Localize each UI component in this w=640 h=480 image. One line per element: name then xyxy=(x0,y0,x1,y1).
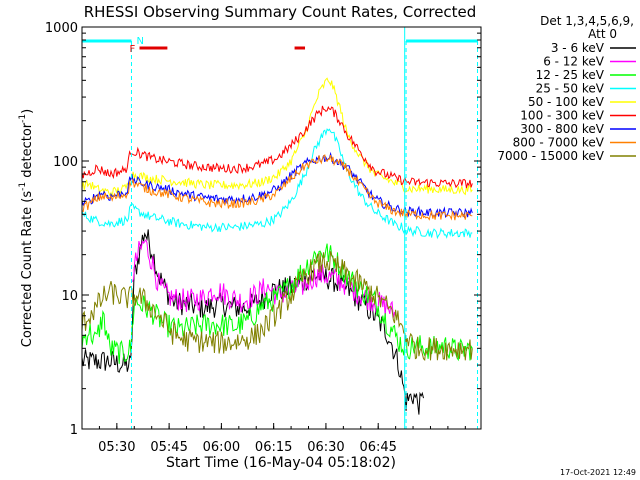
y-axis-label-main: Corrected Count Rate (s xyxy=(20,191,35,348)
timestamp: 17-Oct-2021 12:49 xyxy=(560,468,636,477)
legend-label-5: 100 - 300 keV xyxy=(520,109,604,123)
legend-header-attenuator: Att 0 xyxy=(588,27,617,41)
legend-label-7: 800 - 7000 keV xyxy=(513,136,605,150)
y-axis-label-mid: detector xyxy=(20,122,35,182)
y-axis: 1000 100 10 1 xyxy=(45,21,481,438)
x-tick-label-0: 05:30 xyxy=(98,440,135,455)
x-axis-label: Start Time (16-May-04 05:18:02) xyxy=(166,455,396,471)
series-line-8 xyxy=(82,251,473,361)
y-tick-label-0: 1000 xyxy=(45,21,78,36)
x-tick-label-2: 06:00 xyxy=(203,440,240,455)
legend-label-2: 12 - 25 keV xyxy=(536,68,605,82)
y-axis-label-sup1: -1 xyxy=(18,182,28,191)
y-tick-label-2: 10 xyxy=(61,289,78,304)
chart-title: RHESSI Observing Summary Count Rates, Co… xyxy=(84,3,477,21)
x-tick-label-5: 06:45 xyxy=(359,440,396,455)
series-line-7 xyxy=(82,154,473,221)
flare-label: F xyxy=(129,44,135,55)
legend-label-0: 3 - 6 keV xyxy=(551,41,605,55)
y-tick-label-3: 1 xyxy=(70,423,78,438)
series-line-1 xyxy=(132,238,397,318)
night-label: N xyxy=(136,36,143,47)
legend-label-6: 300 - 800 keV xyxy=(520,122,604,136)
x-tick-label-1: 05:45 xyxy=(150,440,187,455)
series-line-2 xyxy=(82,243,473,364)
series-line-4 xyxy=(82,77,473,197)
legend-header-detectors: Det 1,3,4,5,6,9, xyxy=(540,14,634,28)
x-axis: 05:30 05:45 06:00 06:15 06:30 06:45 xyxy=(98,423,466,455)
x-tick-label-4: 06:30 xyxy=(307,440,344,455)
x-tick-label-3: 06:15 xyxy=(255,440,292,455)
series-line-3 xyxy=(82,128,473,240)
legend-label-4: 50 - 100 keV xyxy=(528,95,605,109)
legend-label-8: 7000 - 15000 keV xyxy=(497,149,604,163)
legend-label-3: 25 - 50 keV xyxy=(536,82,605,96)
series-line-5 xyxy=(82,105,473,189)
series-line-6 xyxy=(82,151,473,219)
y-axis-label-end: ) xyxy=(20,109,35,114)
plot-frame xyxy=(81,26,482,430)
y-axis-label-sup2: -1 xyxy=(18,114,28,123)
legend-label-1: 6 - 12 keV xyxy=(543,55,605,69)
plot-area: NF xyxy=(81,26,482,430)
y-tick-label-1: 100 xyxy=(53,155,78,170)
y-axis-label: Corrected Count Rate (s-1 detector-1) xyxy=(18,109,35,347)
